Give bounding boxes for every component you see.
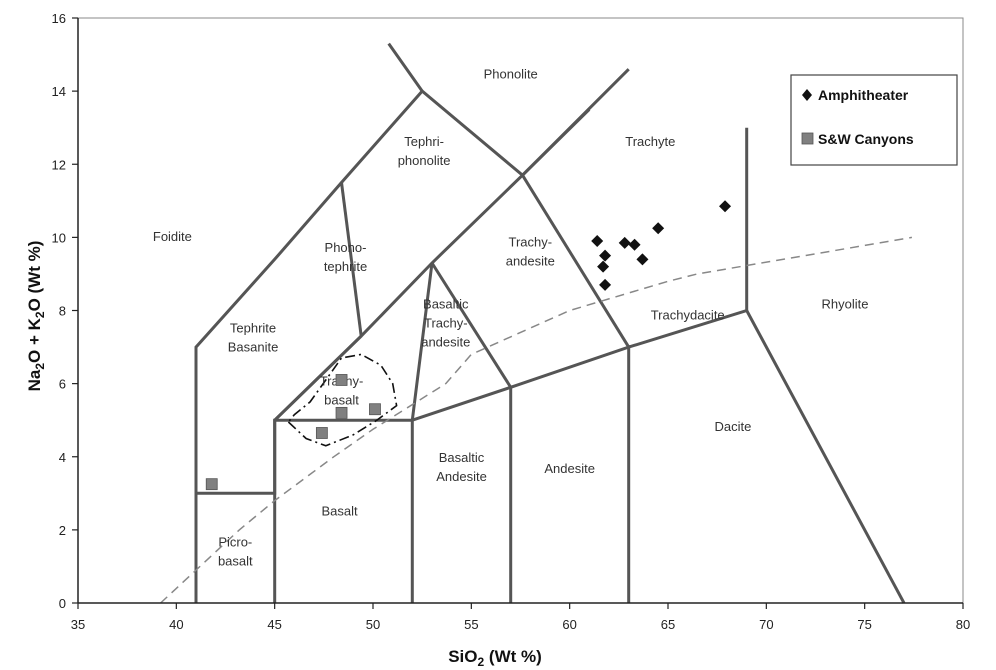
field-label-line: Basalt: [322, 503, 359, 518]
field-label: Foidite: [153, 229, 192, 244]
field-label: Basaltic Trachy-andesite: [421, 297, 470, 350]
field-label: Picro-basalt: [218, 534, 253, 568]
sw-canyons-data-point: [335, 406, 348, 419]
alkaline-subalkaline-divide-line: [160, 236, 913, 604]
field-label-line: andesite: [506, 254, 555, 269]
field-label-line: Andesite: [544, 461, 595, 476]
amphitheater-data-point: [719, 200, 732, 213]
field-label-line: Basaltic: [439, 450, 485, 465]
y-tick-label: 10: [52, 230, 66, 245]
x-tick-label: 50: [366, 617, 380, 632]
field-label: Trachy-andesite: [506, 235, 555, 269]
legend-sw-canyons-label: S&W Canyons: [818, 131, 914, 147]
sample-enclosure-group: [287, 353, 398, 447]
field-label: Rhyolite: [822, 297, 869, 312]
x-tick-label: 60: [562, 617, 576, 632]
amphitheater-data-point: [636, 253, 649, 266]
field-label: Dacite: [714, 419, 751, 434]
x-tick-label: 35: [71, 617, 85, 632]
amphitheater-data-point: [652, 222, 665, 235]
x-tick-label: 45: [267, 617, 281, 632]
field-label: Tephrite Basanite: [228, 320, 279, 354]
field-label-line: Trachy-: [424, 316, 468, 331]
data-points: [205, 200, 732, 491]
field-label-line: phonolite: [398, 153, 451, 168]
field-label-line: Rhyolite: [822, 297, 869, 312]
x-tick-label: 75: [857, 617, 871, 632]
x-tick-label: 65: [661, 617, 675, 632]
tas-field-boundaries: [194, 42, 906, 604]
field-boundary-line: [745, 309, 906, 604]
field-boundary-line: [410, 262, 434, 421]
legend: Amphitheater S&W Canyons: [790, 74, 958, 166]
field-label: Phono-tephrite: [324, 240, 367, 274]
field-label-line: Basanite: [228, 339, 279, 354]
field-label-line: Tephrite: [230, 320, 276, 335]
field-label: Basaltic Andesite: [436, 450, 487, 484]
y-axis-title: Na2O + K2O (Wt %): [25, 241, 47, 392]
field-label-line: basalt: [218, 553, 253, 568]
field-label-line: Trachyte: [625, 134, 675, 149]
y-tick-label: 0: [59, 596, 66, 611]
field-label: Trachydacite: [651, 308, 725, 323]
y-tick-label: 2: [59, 523, 66, 538]
field-label: Trachyte: [625, 134, 675, 149]
field-label-line: Tephri-: [404, 134, 444, 149]
x-axis-title: SiO2 (Wt %): [448, 647, 542, 669]
field-label: Tephri-phonolite: [398, 134, 451, 168]
y-tick-label: 6: [59, 377, 66, 392]
field-label: Andesite: [544, 461, 595, 476]
x-tick-label: 70: [759, 617, 773, 632]
field-labels: Phonolite Tephri-phonolite Foidite Phono-te…: [153, 66, 869, 568]
field-label-line: tephrite: [324, 259, 367, 274]
amphitheater-data-point: [599, 249, 612, 262]
x-tick-label: 80: [956, 617, 970, 632]
field-label-line: Phono-: [325, 240, 367, 255]
y-axis: 0 2 4 6 8 10 12 14 16: [52, 11, 79, 611]
field-label-line: Picro-: [218, 534, 252, 549]
y-tick-label: 14: [52, 84, 66, 99]
field-label-line: Basaltic: [423, 297, 469, 312]
field-boundary-line: [273, 108, 591, 603]
field-boundary-line: [521, 174, 630, 348]
field-boundary-line: [273, 335, 363, 422]
field-label-line: Andesite: [436, 469, 487, 484]
field-boundary-line: [430, 262, 512, 389]
amphitheater-data-point: [628, 238, 641, 251]
field-label-line: Trachydacite: [651, 308, 725, 323]
field-boundary-line: [387, 42, 424, 92]
x-tick-label: 40: [169, 617, 183, 632]
sw-canyons-data-point: [315, 427, 328, 439]
y-tick-label: 8: [59, 304, 66, 319]
legend-amphitheater-label: Amphitheater: [818, 87, 909, 103]
sw-canyons-data-point: [369, 403, 381, 416]
legend-box: [790, 74, 958, 166]
field-label-line: Trachy-: [509, 235, 553, 250]
x-axis: 35 40 45 50 55 60 65 70 75 80: [71, 602, 970, 632]
field-boundary-line: [340, 182, 363, 337]
amphitheater-data-point: [597, 260, 610, 273]
sw-canyons-data-point: [335, 374, 348, 386]
amphitheater-data-point: [618, 236, 631, 249]
field-label-line: Foidite: [153, 229, 192, 244]
legend-amphitheater-marker: [802, 89, 812, 101]
field-label-line: andesite: [421, 335, 470, 350]
alkaline-divide-group: [160, 236, 913, 604]
field-label-line: basalt: [324, 393, 359, 408]
sample-enclosure-outline: [287, 353, 398, 447]
x-tick-label: 55: [464, 617, 478, 632]
y-tick-label: 4: [59, 450, 66, 465]
sw-canyons-data-point: [205, 478, 218, 491]
field-label-line: Phonolite: [484, 66, 538, 81]
y-tick-label: 16: [52, 11, 66, 26]
field-label-line: Dacite: [714, 419, 751, 434]
amphitheater-data-point: [599, 278, 612, 291]
y-tick-label: 12: [52, 157, 66, 172]
amphitheater-data-point: [591, 235, 604, 248]
field-label: Basalt: [322, 503, 359, 518]
field-label: Phonolite: [484, 66, 538, 81]
legend-sw-canyons-marker: [801, 132, 814, 145]
